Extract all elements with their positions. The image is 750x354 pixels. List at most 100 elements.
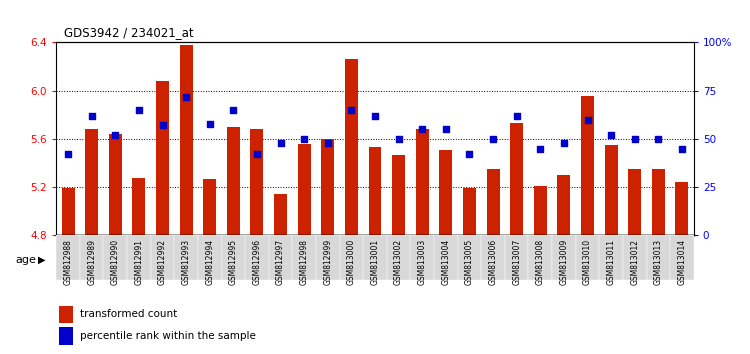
- Text: transformed count: transformed count: [80, 309, 178, 319]
- Point: [581, 117, 593, 122]
- Text: GSM813000: GSM813000: [347, 239, 356, 285]
- Text: GSM812992: GSM812992: [158, 239, 167, 285]
- Text: GSM813011: GSM813011: [607, 239, 616, 285]
- Bar: [463, 188, 476, 235]
- Point: [676, 146, 688, 152]
- Point: [464, 152, 476, 157]
- Point: [157, 122, 169, 128]
- Bar: [226, 127, 240, 235]
- Text: percentile rank within the sample: percentile rank within the sample: [80, 331, 256, 341]
- Bar: [581, 96, 594, 235]
- Bar: [268, 235, 292, 280]
- Point: [416, 126, 428, 132]
- Text: young (19-31 years): young (19-31 years): [160, 255, 260, 265]
- Bar: [174, 235, 198, 280]
- Bar: [557, 175, 571, 235]
- Bar: [416, 129, 429, 235]
- Text: GSM813007: GSM813007: [512, 239, 521, 285]
- Bar: [298, 144, 310, 235]
- Text: GSM813004: GSM813004: [441, 239, 450, 285]
- Bar: [652, 169, 664, 235]
- Bar: [59, 306, 74, 323]
- Text: GSM813014: GSM813014: [677, 239, 686, 285]
- Text: GSM813008: GSM813008: [536, 239, 544, 285]
- Bar: [529, 235, 552, 280]
- Bar: [203, 179, 216, 235]
- Bar: [62, 188, 74, 235]
- Bar: [109, 134, 122, 235]
- Point: [110, 132, 122, 138]
- Text: GSM812988: GSM812988: [64, 239, 73, 285]
- Point: [62, 152, 74, 157]
- Bar: [59, 327, 74, 345]
- Bar: [56, 246, 363, 274]
- Bar: [505, 246, 694, 274]
- Point: [227, 107, 239, 113]
- Bar: [434, 235, 457, 280]
- Bar: [274, 194, 287, 235]
- Bar: [363, 235, 387, 280]
- Point: [133, 107, 145, 113]
- Bar: [156, 81, 169, 235]
- Text: GSM812989: GSM812989: [87, 239, 96, 285]
- Bar: [316, 235, 340, 280]
- Bar: [340, 235, 363, 280]
- Bar: [552, 235, 576, 280]
- Bar: [80, 235, 104, 280]
- Text: GSM812991: GSM812991: [134, 239, 143, 285]
- Text: GSM813013: GSM813013: [654, 239, 663, 285]
- Bar: [604, 145, 617, 235]
- Text: old (65-84 years): old (65-84 years): [557, 255, 641, 265]
- Bar: [127, 235, 151, 280]
- Bar: [487, 169, 500, 235]
- Bar: [628, 169, 641, 235]
- Text: ▶: ▶: [38, 255, 45, 265]
- Text: GSM813002: GSM813002: [394, 239, 403, 285]
- Bar: [321, 139, 334, 235]
- Point: [534, 146, 546, 152]
- Bar: [179, 45, 193, 235]
- Text: GSM813012: GSM813012: [630, 239, 639, 285]
- Bar: [86, 129, 98, 235]
- Text: GSM812995: GSM812995: [229, 239, 238, 285]
- Point: [652, 136, 664, 142]
- Bar: [576, 235, 599, 280]
- Point: [392, 136, 404, 142]
- Bar: [410, 235, 434, 280]
- Bar: [440, 150, 452, 235]
- Point: [298, 136, 310, 142]
- Bar: [251, 129, 263, 235]
- Bar: [510, 123, 524, 235]
- Point: [180, 94, 192, 99]
- Point: [86, 113, 98, 119]
- Bar: [482, 235, 505, 280]
- Text: GSM812993: GSM812993: [182, 239, 190, 285]
- Text: GSM812990: GSM812990: [111, 239, 120, 285]
- Text: GSM812999: GSM812999: [323, 239, 332, 285]
- Bar: [676, 182, 688, 235]
- Bar: [646, 235, 670, 280]
- Point: [274, 140, 286, 145]
- Bar: [104, 235, 127, 280]
- Text: age: age: [15, 255, 36, 265]
- Bar: [599, 235, 623, 280]
- Point: [558, 140, 570, 145]
- Bar: [534, 186, 547, 235]
- Point: [440, 126, 452, 132]
- Bar: [505, 235, 529, 280]
- Point: [487, 136, 499, 142]
- Bar: [151, 235, 174, 280]
- Text: GSM812996: GSM812996: [253, 239, 262, 285]
- Bar: [56, 235, 80, 280]
- Text: GSM813003: GSM813003: [418, 239, 427, 285]
- Bar: [392, 155, 405, 235]
- Bar: [363, 246, 505, 274]
- Point: [511, 113, 523, 119]
- Text: GSM812998: GSM812998: [300, 239, 309, 285]
- Bar: [245, 235, 268, 280]
- Bar: [670, 235, 694, 280]
- Text: GSM813006: GSM813006: [488, 239, 497, 285]
- Text: GSM813005: GSM813005: [465, 239, 474, 285]
- Text: GSM813001: GSM813001: [370, 239, 380, 285]
- Point: [251, 152, 263, 157]
